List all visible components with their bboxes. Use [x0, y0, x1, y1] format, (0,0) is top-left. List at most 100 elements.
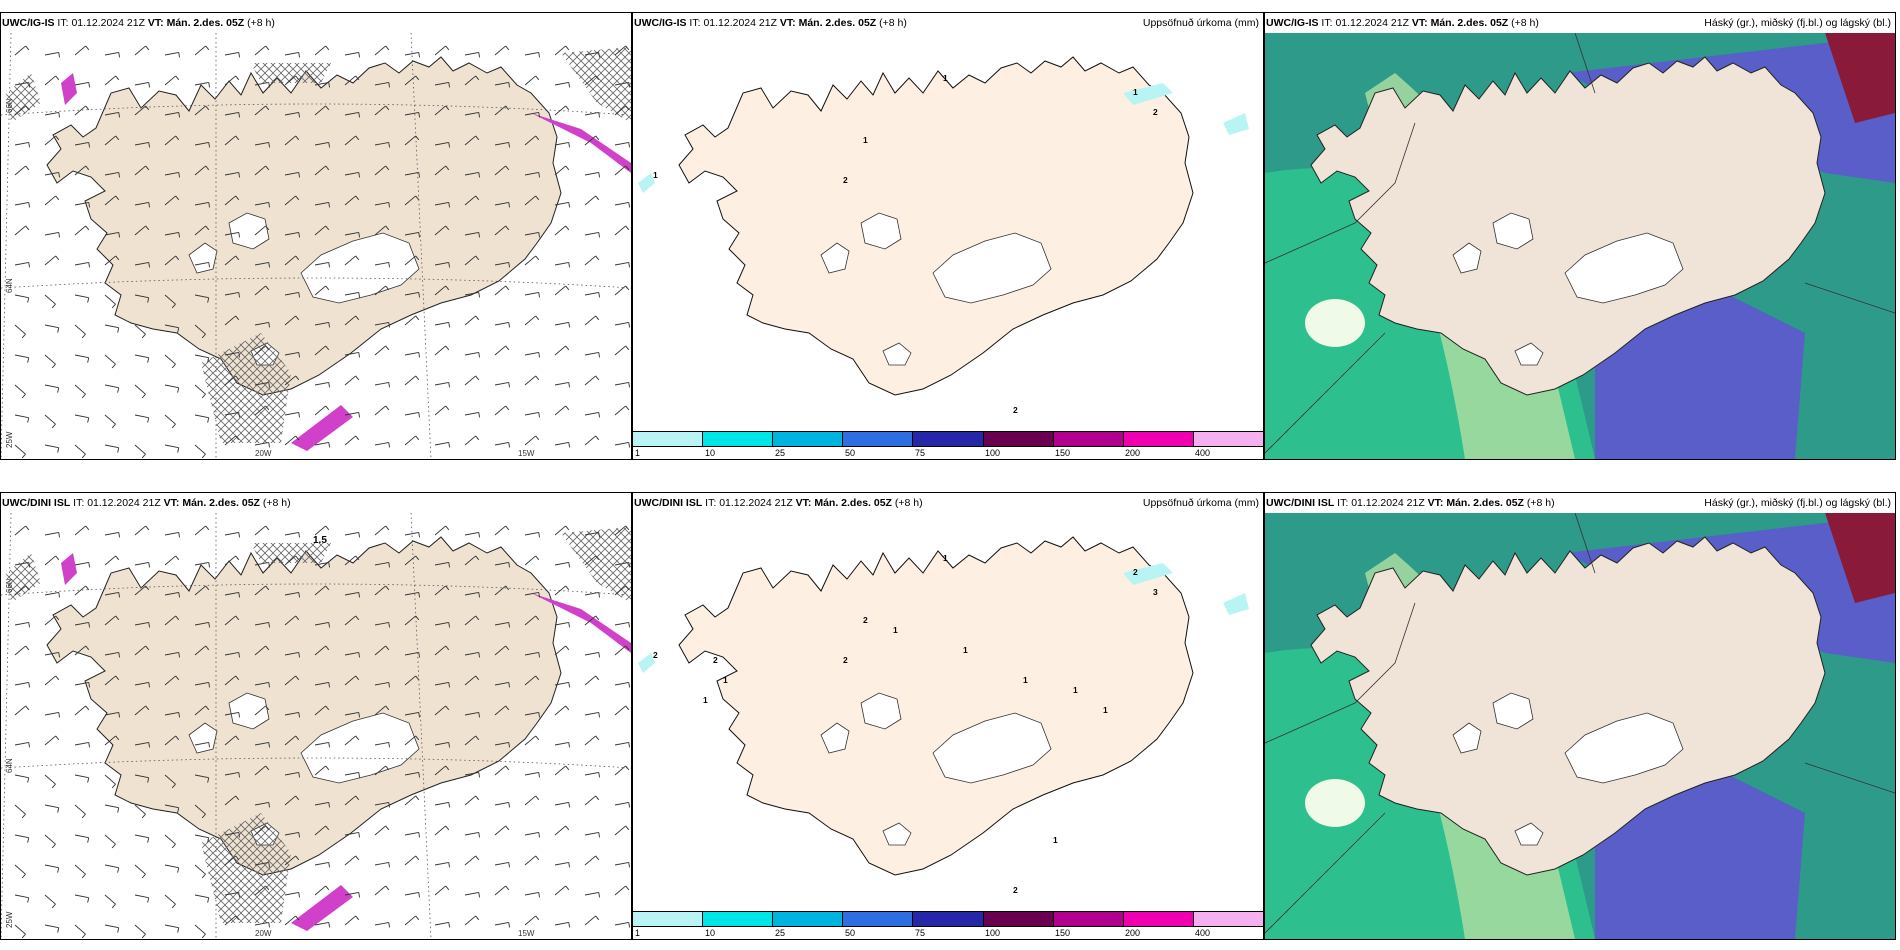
wind-barb-feather	[147, 417, 150, 423]
wind-barb-feather	[598, 412, 600, 418]
panel-field-title: Háský (gr.), miðský (fj.bl.) og lágský (…	[1704, 17, 1891, 29]
wind-barb-feather	[238, 772, 240, 778]
colorbar-swatch	[1123, 912, 1194, 926]
wind-barb-feather	[418, 352, 420, 358]
wind-barb	[554, 82, 569, 86]
wind-barb	[434, 585, 446, 596]
wind-barb	[194, 894, 209, 899]
wind-barb-feather	[565, 585, 570, 591]
wind-barb-feather	[535, 255, 540, 261]
wind-barb	[164, 712, 179, 716]
wind-barb-feather	[625, 285, 630, 291]
wind-barb-feather	[598, 712, 600, 718]
wind-barb-feather	[388, 742, 390, 748]
wind-barb-feather	[475, 75, 480, 81]
map-wind[interactable]: 1.5	[1, 513, 631, 939]
wind-barb-feather	[148, 202, 150, 208]
wind-barb	[494, 622, 509, 626]
wind-barb-feather	[358, 112, 360, 118]
wind-barb-feather	[205, 165, 210, 171]
wind-barb-feather	[478, 532, 480, 538]
wind-barb	[134, 562, 149, 566]
wind-barb	[554, 382, 569, 386]
wind-barb	[14, 225, 26, 236]
wind-barb-feather	[358, 772, 360, 778]
wind-barb	[494, 442, 509, 446]
wind-barb-feather	[25, 525, 30, 531]
very-high-cloud-field	[1825, 513, 1895, 603]
wind-barb	[74, 585, 86, 596]
wind-barb-feather	[171, 783, 176, 789]
wind-barb-feather	[325, 585, 330, 591]
wind-barb	[344, 52, 359, 56]
wind-barb	[224, 172, 239, 176]
wind-barb	[494, 825, 506, 836]
wind-barb	[344, 855, 356, 866]
wind-barb-feather	[445, 405, 450, 411]
wind-barb	[404, 172, 419, 176]
wind-barb-feather	[175, 135, 180, 141]
wind-barb	[614, 225, 626, 236]
wind-barb	[314, 825, 326, 836]
wind-barb	[194, 742, 209, 746]
wind-barb-feather	[595, 915, 600, 921]
map-cloud[interactable]	[1265, 513, 1895, 939]
wind-barb	[404, 352, 419, 356]
wind-barb-feather	[628, 922, 630, 928]
wind-barb-feather	[505, 645, 510, 651]
wind-barb	[284, 675, 296, 686]
wind-barb	[134, 804, 146, 815]
wind-barb-feather	[475, 555, 480, 561]
wind-barb	[224, 892, 239, 896]
wind-barb-feather	[295, 795, 300, 801]
wind-barb-feather	[178, 52, 180, 58]
wind-barb	[374, 825, 386, 836]
wind-barb-feather	[595, 255, 600, 261]
wind-barb-feather	[445, 225, 450, 231]
wind-barb-feather	[355, 855, 360, 861]
field-label: 1.5	[313, 535, 327, 546]
wind-barb-feather	[171, 363, 176, 369]
wind-barb	[524, 112, 539, 116]
wind-barb-feather	[538, 112, 540, 118]
wind-barb	[374, 682, 389, 686]
map-wind[interactable]	[1, 33, 631, 459]
wind-barb-feather	[21, 393, 26, 399]
wind-barb	[464, 232, 479, 236]
precip-area	[1223, 593, 1249, 615]
wind-barb-feather	[85, 705, 90, 711]
wind-barb-feather	[88, 262, 90, 268]
wind-barb-feather	[238, 892, 240, 898]
wind-barb	[374, 922, 389, 926]
wind-barb	[554, 285, 566, 296]
wind-barb-feather	[385, 705, 390, 711]
wind-barb	[314, 645, 326, 656]
wind-barb	[224, 315, 236, 326]
wind-barb	[344, 232, 359, 236]
glacier-outline	[1564, 712, 1684, 784]
wind-barb	[614, 705, 626, 716]
wind-barb	[464, 112, 479, 116]
wind-barb	[524, 892, 539, 896]
wind-barb	[74, 45, 86, 56]
wind-barb-feather	[355, 435, 360, 441]
wind-barb	[404, 135, 416, 146]
hatched-region	[251, 543, 331, 563]
wind-barb-feather	[358, 652, 360, 658]
map-precip[interactable]: 1 1 1 1 2 2 2	[633, 33, 1263, 431]
wind-barb-feather	[57, 927, 60, 933]
wind-barb-feather	[325, 45, 330, 51]
wind-barb	[314, 765, 326, 776]
wind-barb-feather	[418, 832, 420, 838]
wind-barb-feather	[295, 555, 300, 561]
wind-barb	[164, 615, 176, 626]
wind-barb-feather	[325, 705, 330, 711]
glacier-outline	[300, 232, 420, 304]
wind-barb-feather	[538, 712, 540, 718]
wind-barb-feather	[415, 555, 420, 561]
wind-barb	[344, 135, 356, 146]
wind-barb	[344, 255, 356, 266]
wind-barb-feather	[355, 795, 360, 801]
map-cloud[interactable]	[1265, 33, 1895, 459]
